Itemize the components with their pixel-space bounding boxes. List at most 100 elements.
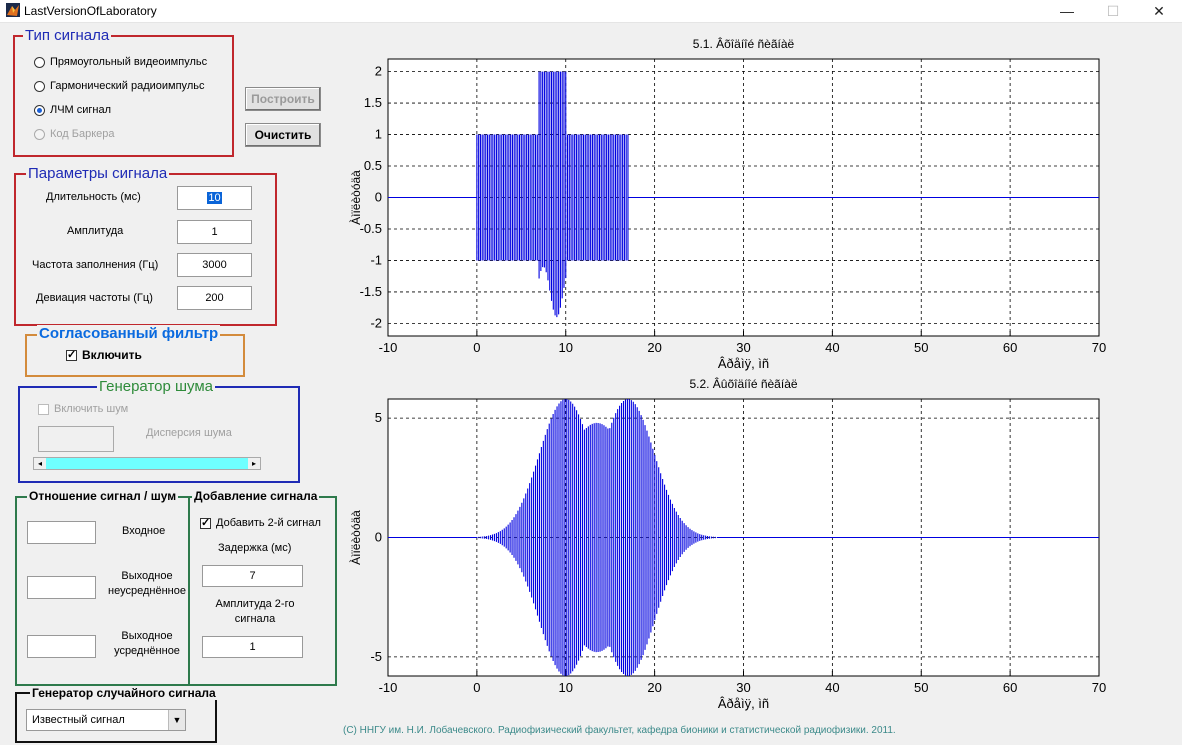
noise-generator-group: Генератор шума Включить шум Дисперсия шу… bbox=[18, 378, 300, 483]
noise-enable-label: Включить шум bbox=[54, 403, 129, 415]
checkbox-checked-icon bbox=[66, 348, 77, 362]
snr-title: Отношение сигнал / шум bbox=[27, 489, 179, 503]
x-tick-label: 70 bbox=[1092, 680, 1106, 695]
x-tick-label: 30 bbox=[736, 680, 750, 695]
noise-variance-input[interactable] bbox=[38, 426, 114, 452]
random-signal-selected: Известный сигнал bbox=[32, 714, 125, 726]
y-tick-label: -2 bbox=[370, 315, 382, 330]
checkbox-checked-icon bbox=[200, 516, 211, 529]
amplitude-input[interactable]: 1 bbox=[177, 220, 252, 244]
noise-variance-slider[interactable]: ◂ ▸ bbox=[33, 457, 261, 470]
add-signal-group: Добавление сигнала Добавить 2-й сигнал З… bbox=[188, 489, 337, 686]
x-tick-label: 50 bbox=[914, 340, 928, 355]
minimize-button[interactable]: — bbox=[1060, 3, 1074, 19]
x-tick-label: 40 bbox=[825, 680, 839, 695]
x-tick-label: 10 bbox=[559, 340, 573, 355]
x-tick-label: 60 bbox=[1003, 340, 1017, 355]
add-signal-title: Добавление сигнала bbox=[192, 489, 320, 503]
radio-lfm-signal[interactable]: ЛЧМ сигнал bbox=[34, 104, 111, 116]
x-tick-label: 0 bbox=[473, 340, 480, 355]
signal-series-1 bbox=[388, 71, 1099, 318]
random-generator-group: Генератор случайного сигнала Известный с… bbox=[15, 686, 218, 743]
slider-left-arrow-icon[interactable]: ◂ bbox=[34, 458, 46, 469]
random-generator-title: Генератор случайного сигнала bbox=[30, 686, 218, 700]
matched-filter-title: Согласованный фильтр bbox=[37, 325, 221, 342]
title-bar: LastVersionOfLaboratory — ☐ ✕ bbox=[0, 0, 1182, 23]
duration-label: Длительность (мс) bbox=[46, 191, 141, 203]
x-tick-label: 0 bbox=[473, 680, 480, 695]
snr-input-field[interactable] bbox=[27, 521, 96, 544]
x-tick-label: 40 bbox=[825, 340, 839, 355]
amplitude-2-label: Амплитуда 2-го сигнала bbox=[215, 598, 295, 625]
y-tick-label: 0 bbox=[375, 190, 382, 205]
carrier-freq-input[interactable]: 3000 bbox=[177, 253, 252, 277]
y-tick-label: 5 bbox=[375, 410, 382, 425]
snr-input-label: Входное bbox=[122, 525, 166, 537]
close-button[interactable]: ✕ bbox=[1153, 3, 1165, 19]
snr-output-avg-field[interactable] bbox=[27, 635, 96, 658]
x-axis-label: Âðåìÿ, ìñ bbox=[718, 696, 769, 711]
build-button[interactable]: Построить bbox=[245, 87, 321, 111]
y-tick-label: -1 bbox=[370, 252, 382, 267]
radio-rect-videopulse[interactable]: Прямоугольный видеоимпульс bbox=[34, 56, 207, 68]
signal-type-group: Тип сигнала Прямоугольный видеоимпульс Г… bbox=[13, 27, 234, 157]
signal-series-2 bbox=[388, 399, 1099, 676]
matched-filter-group: Согласованный фильтр Включить bbox=[25, 325, 245, 377]
carrier-freq-label: Частота заполнения (Гц) bbox=[32, 259, 159, 271]
add-second-signal-checkbox[interactable]: Добавить 2-й сигнал bbox=[200, 516, 321, 529]
delay-label: Задержка (мс) bbox=[218, 542, 292, 554]
x-tick-label: -10 bbox=[379, 680, 398, 695]
snr-output-avg-label: Выходное усреднённое bbox=[114, 630, 180, 657]
checkbox-icon bbox=[38, 403, 49, 415]
amplitude-label: Амплитуда bbox=[67, 225, 124, 237]
radio-circle-icon bbox=[34, 80, 45, 92]
y-tick-label: 2 bbox=[375, 64, 382, 79]
delay-input[interactable]: 7 bbox=[202, 565, 303, 587]
matched-filter-enable-label: Включить bbox=[82, 348, 142, 362]
y-axis-label: Àìïëèòóäà bbox=[348, 510, 363, 565]
add-second-signal-label: Добавить 2-й сигнал bbox=[216, 517, 321, 529]
chart-title: 5.2. Âûõîäíîé ñèãíàë bbox=[689, 376, 797, 391]
random-signal-select[interactable]: Известный сигнал ▼ bbox=[26, 709, 186, 731]
signal-params-group: Параметры сигнала Длительность (мс) 10 А… bbox=[14, 165, 277, 326]
y-tick-label: 0 bbox=[375, 530, 382, 545]
signal-params-title: Параметры сигнала bbox=[26, 165, 170, 182]
chevron-down-icon[interactable]: ▼ bbox=[168, 710, 185, 730]
clear-button[interactable]: Очистить bbox=[245, 123, 321, 147]
matched-filter-checkbox[interactable]: Включить bbox=[66, 348, 142, 362]
x-tick-label: 20 bbox=[647, 340, 661, 355]
x-tick-label: 10 bbox=[559, 680, 573, 695]
amplitude-2-input[interactable]: 1 bbox=[202, 636, 303, 658]
signal-type-title: Тип сигнала bbox=[23, 27, 112, 44]
slider-right-arrow-icon[interactable]: ▸ bbox=[248, 458, 260, 469]
maximize-button[interactable]: ☐ bbox=[1106, 3, 1120, 19]
x-tick-label: 70 bbox=[1092, 340, 1106, 355]
radio-label: Прямоугольный видеоимпульс bbox=[50, 56, 208, 68]
footer-copyright: (С) ННГУ им. Н.И. Лобачевского. Радиофиз… bbox=[343, 725, 896, 736]
y-tick-label: 0.5 bbox=[364, 158, 382, 173]
deviation-label: Девиация частоты (Гц) bbox=[36, 292, 153, 304]
y-axis-label: Àìïëèòóäà bbox=[348, 170, 363, 225]
snr-group: Отношение сигнал / шум Входное Выходное … bbox=[15, 489, 190, 686]
radio-label: Код Баркера bbox=[50, 128, 115, 140]
y-tick-label: 1 bbox=[375, 127, 382, 142]
window-title: LastVersionOfLaboratory bbox=[24, 4, 157, 18]
deviation-input[interactable]: 200 bbox=[177, 286, 252, 310]
matlab-app-icon bbox=[6, 3, 20, 17]
noise-generator-title: Генератор шума bbox=[97, 378, 216, 395]
noise-enable-checkbox[interactable]: Включить шум bbox=[38, 403, 128, 415]
y-tick-label: -1.5 bbox=[360, 284, 382, 299]
x-tick-label: 20 bbox=[647, 680, 661, 695]
y-tick-label: -5 bbox=[370, 649, 382, 664]
duration-input[interactable]: 10 bbox=[177, 186, 252, 210]
chart-title: 5.1. Âõîäíîé ñèãíàë bbox=[693, 36, 795, 51]
radio-harmonic-radiopulse[interactable]: Гармонический радиоимпульс bbox=[34, 80, 204, 92]
snr-output-raw-field[interactable] bbox=[27, 576, 96, 599]
x-tick-label: 50 bbox=[914, 680, 928, 695]
radio-barker-code[interactable]: Код Баркера bbox=[34, 128, 115, 140]
y-tick-label: -0.5 bbox=[360, 221, 382, 236]
snr-output-raw-label: Выходное неусреднённое bbox=[108, 570, 186, 597]
radio-circle-icon bbox=[34, 128, 45, 140]
